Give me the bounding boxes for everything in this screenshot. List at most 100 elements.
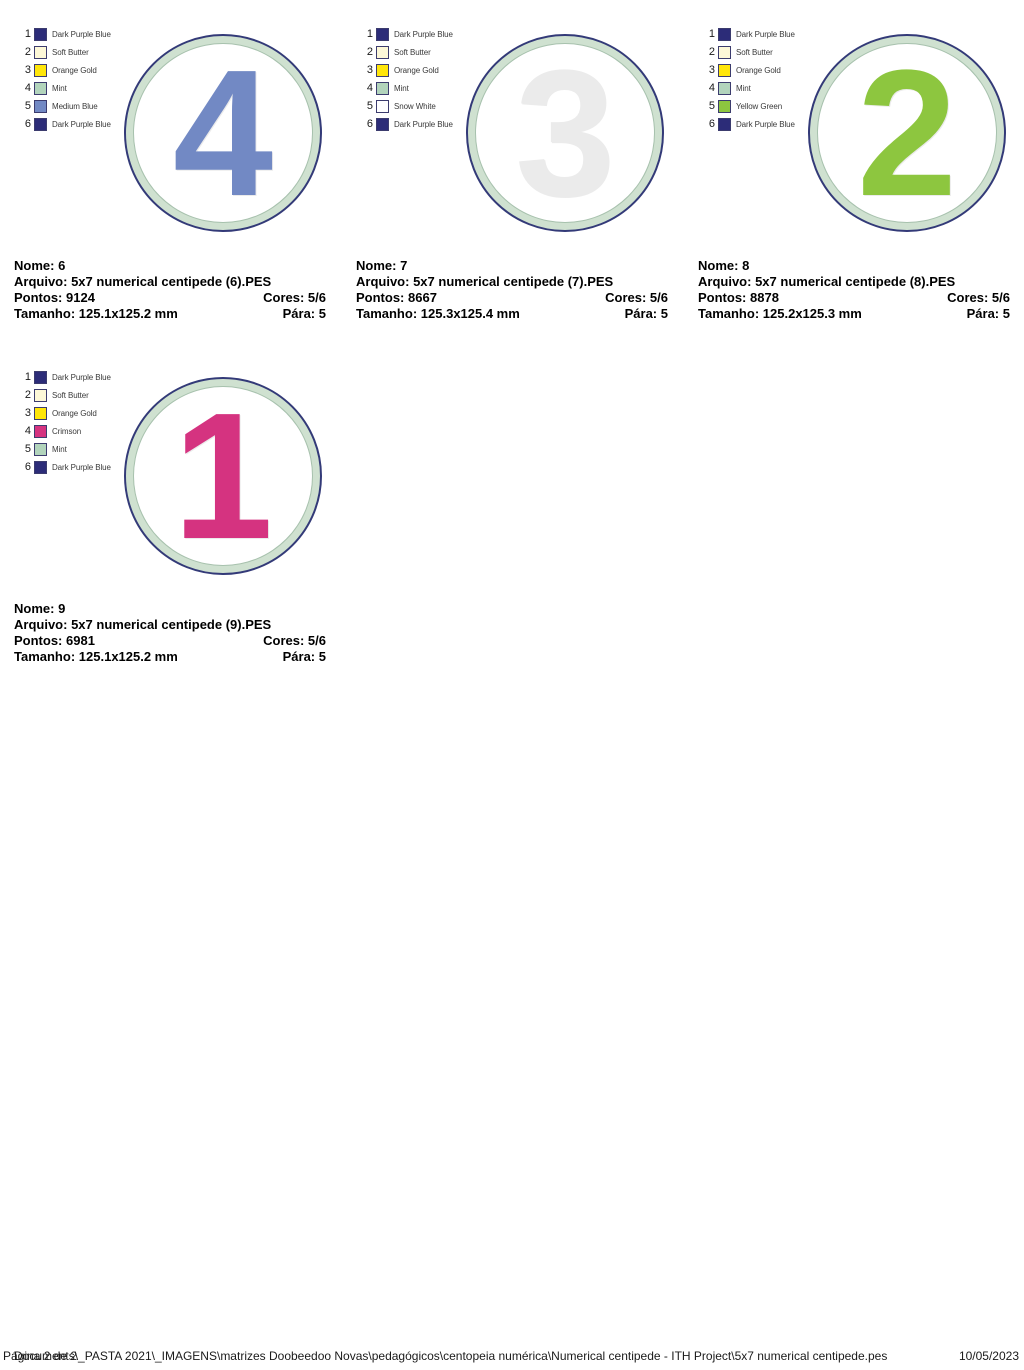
thread-number: 2 xyxy=(366,46,373,58)
design-card: 1 Dark Purple Blue 2 Soft Butter 3 Orange G… xyxy=(14,20,326,350)
nome-label: Nome: xyxy=(14,258,55,273)
thread-number: 4 xyxy=(366,82,373,94)
pontos-label: Pontos: xyxy=(14,633,63,648)
thread-number: 4 xyxy=(708,82,715,94)
pontos-label: Pontos: xyxy=(14,290,63,305)
thread-name: Orange Gold xyxy=(394,65,439,75)
tamanho-label: Tamanho: xyxy=(14,649,76,664)
cores-value: 5/6 xyxy=(649,290,668,305)
thread-number: 6 xyxy=(24,461,31,473)
thread-color-swatch xyxy=(34,442,47,456)
thread-legend: 1 Dark Purple Blue 2 Soft Butter 3 Orange G… xyxy=(20,25,111,133)
thread-item: 5 Yellow Green xyxy=(704,97,795,115)
footer-page-number: Página 2 de 2 xyxy=(3,1349,78,1363)
cores-label: Cores: xyxy=(263,290,305,305)
design-digit: 3 xyxy=(514,32,616,234)
info-nome: Nome: 6 xyxy=(14,258,326,274)
thread-item: 6 Dark Purple Blue xyxy=(362,115,453,133)
tamanho: Tamanho: 125.2x125.3 mm xyxy=(698,306,862,322)
thread-number: 5 xyxy=(24,100,31,112)
thread-name: Mint xyxy=(52,83,67,93)
info-arquivo: Arquivo: 5x7 numerical centipede (6).PES xyxy=(14,274,326,290)
page-footer: Página 2 de 2 Documents\_PASTA 2021\_IMA… xyxy=(0,1349,1024,1367)
cores: Cores: 5/6 xyxy=(605,290,668,306)
thread-name: Orange Gold xyxy=(52,65,97,75)
info-nome: Nome: 9 xyxy=(14,601,326,617)
thread-number: 5 xyxy=(366,100,373,112)
design-card: 1 Dark Purple Blue 2 Soft Butter 3 Orange G… xyxy=(356,20,668,350)
hoop-center: 3 xyxy=(476,32,654,234)
thread-name: Mint xyxy=(394,83,409,93)
thread-number: 1 xyxy=(24,28,31,40)
thread-item: 1 Dark Purple Blue xyxy=(20,368,111,386)
hoop-center: 4 xyxy=(134,43,312,223)
thread-item: 1 Dark Purple Blue xyxy=(362,25,453,43)
design-digit: 1 xyxy=(172,375,274,577)
tamanho: Tamanho: 125.1x125.2 mm xyxy=(14,649,178,665)
para-value: 5 xyxy=(318,306,326,321)
arquivo-value: 5x7 numerical centipede (6).PES xyxy=(71,274,272,289)
pontos-value: 8667 xyxy=(408,290,437,305)
thread-color-swatch xyxy=(34,388,47,402)
design-info: Nome: 7 Arquivo: 5x7 numerical centipede… xyxy=(356,258,668,322)
thread-item: 3 Orange Gold xyxy=(362,61,453,79)
thread-name: Yellow Green xyxy=(736,101,783,111)
thread-color-swatch xyxy=(376,45,389,59)
pontos: Pontos: 8667 xyxy=(356,290,437,306)
para-label: Pára: xyxy=(624,306,658,321)
thread-color-swatch xyxy=(34,117,47,131)
arquivo-label: Arquivo: xyxy=(14,274,68,289)
arquivo-value: 5x7 numerical centipede (7).PES xyxy=(413,274,614,289)
thread-item: 2 Soft Butter xyxy=(704,43,795,61)
thread-name: Soft Butter xyxy=(394,47,431,57)
design-card: 1 Dark Purple Blue 2 Soft Butter 3 Orange G… xyxy=(698,20,1010,350)
thread-number: 3 xyxy=(366,64,373,76)
cores-value: 5/6 xyxy=(307,290,326,305)
thread-number: 2 xyxy=(708,46,715,58)
thread-number: 3 xyxy=(24,64,31,76)
nome-value: 6 xyxy=(58,258,66,273)
thread-color-swatch xyxy=(718,81,731,95)
info-pontos-cores: Pontos: 9124 Cores: 5/6 xyxy=(14,290,326,306)
thread-color-swatch xyxy=(34,27,47,41)
thread-color-swatch xyxy=(34,460,47,474)
thread-color-swatch xyxy=(34,63,47,77)
thread-item: 6 Dark Purple Blue xyxy=(20,458,111,476)
info-nome: Nome: 8 xyxy=(698,258,1010,274)
thread-color-swatch xyxy=(34,370,47,384)
thread-color-swatch xyxy=(376,27,389,41)
thread-color-swatch xyxy=(34,424,47,438)
thread-name: Medium Blue xyxy=(52,101,98,111)
thread-name: Dark Purple Blue xyxy=(52,462,111,472)
hoop-center: 2 xyxy=(818,43,996,223)
thread-number: 2 xyxy=(24,389,31,401)
tamanho-value: 125.2x125.3 mm xyxy=(762,306,862,321)
thread-color-swatch xyxy=(34,99,47,113)
thread-item: 1 Dark Purple Blue xyxy=(20,25,111,43)
nome-label: Nome: xyxy=(14,601,55,616)
para-label: Pára: xyxy=(282,306,316,321)
arquivo-value: 5x7 numerical centipede (8).PES xyxy=(755,274,956,289)
footer-file-path: Documents\_PASTA 2021\_IMAGENS\matrizes … xyxy=(14,1349,888,1363)
thread-name: Dark Purple Blue xyxy=(736,119,795,129)
thread-color-swatch xyxy=(376,117,389,131)
thread-name: Mint xyxy=(736,83,751,93)
nome-label: Nome: xyxy=(356,258,397,273)
para-value: 5 xyxy=(660,306,668,321)
pontos-label: Pontos: xyxy=(698,290,747,305)
thread-number: 3 xyxy=(708,64,715,76)
para-label: Pára: xyxy=(282,649,316,664)
thread-item: 4 Crimson xyxy=(20,422,111,440)
arquivo-value: 5x7 numerical centipede (9).PES xyxy=(71,617,272,632)
cores-value: 5/6 xyxy=(991,290,1010,305)
thread-name: Soft Butter xyxy=(736,47,773,57)
pontos: Pontos: 8878 xyxy=(698,290,779,306)
thread-number: 1 xyxy=(366,28,373,40)
thread-color-swatch xyxy=(718,27,731,41)
tamanho-value: 125.3x125.4 mm xyxy=(420,306,520,321)
thread-legend: 1 Dark Purple Blue 2 Soft Butter 3 Orange G… xyxy=(20,368,111,476)
thread-color-swatch xyxy=(34,81,47,95)
thread-name: Dark Purple Blue xyxy=(394,119,453,129)
pontos: Pontos: 6981 xyxy=(14,633,95,649)
tamanho-value: 125.1x125.2 mm xyxy=(78,306,178,321)
